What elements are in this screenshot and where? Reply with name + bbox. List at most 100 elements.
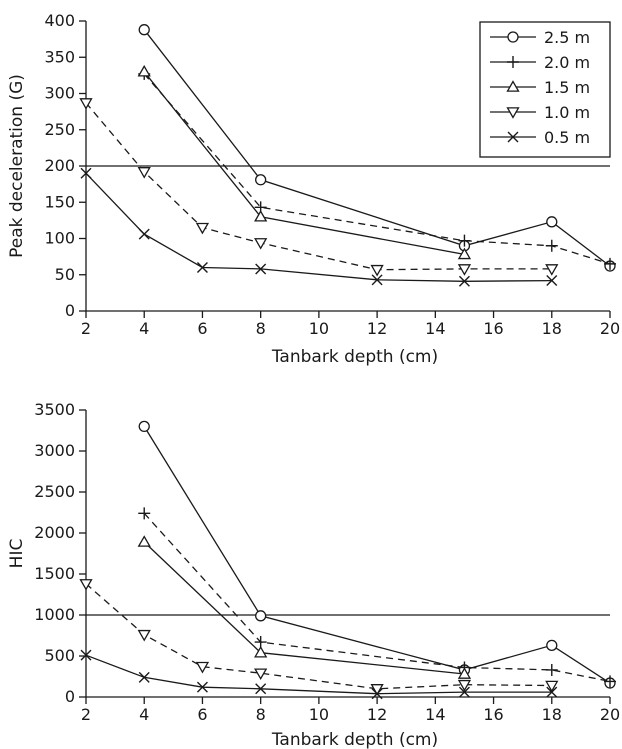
x-tick-label: 8: [256, 319, 266, 338]
data-point: [80, 649, 92, 661]
data-point: [254, 238, 268, 250]
data-point: [255, 174, 267, 186]
data-point: [196, 262, 208, 273]
legend-marker: [506, 80, 520, 92]
data-point: [138, 228, 150, 240]
data-point: [371, 274, 383, 286]
data-point: [255, 610, 267, 622]
x-tick-label: 14: [425, 705, 445, 724]
series-line: [143, 426, 611, 684]
x-tick-label: 16: [483, 319, 503, 338]
legend-label: 2.0 m: [544, 53, 590, 72]
data-point: [545, 680, 559, 693]
series-line: [143, 512, 611, 683]
x-tick-label: 8: [256, 705, 266, 724]
data-point: [255, 683, 267, 695]
data-point: [79, 98, 93, 110]
data-point: [137, 629, 151, 642]
x-tick-label: 16: [483, 705, 503, 724]
data-point: [138, 420, 150, 433]
legend-item: 1.0 m: [490, 103, 590, 122]
x-axis-label: Tanbark depth (cm): [271, 730, 438, 749]
y-tick-label: 200: [44, 156, 75, 175]
data-point: [458, 275, 470, 287]
data-point: [254, 209, 268, 222]
y-tick-label: 300: [44, 84, 75, 103]
x-tick-label: 14: [425, 319, 445, 338]
x-tick-label: 4: [139, 319, 149, 338]
y-tick-label: 3000: [34, 441, 75, 460]
y-tick-label: 100: [44, 229, 75, 248]
y-tick-label: 350: [44, 47, 75, 66]
series-line: [143, 71, 465, 256]
series-line: [143, 541, 465, 675]
legend-item: 2.0 m: [490, 53, 590, 72]
legend-marker: [507, 56, 519, 68]
chart-1: 0 50 100 150 200 250 300 350 400 2 4 6 8 10 12 14 16 18 20…: [7, 11, 620, 367]
data-point: [137, 535, 151, 547]
y-tick-label: 500: [44, 646, 75, 665]
data-point: [137, 167, 151, 179]
series-triangle-down: [79, 98, 559, 277]
series-circle: [138, 420, 616, 689]
data-point: [458, 234, 471, 247]
x-tick-label: 18: [542, 319, 562, 338]
data-point: [370, 684, 384, 696]
y-tick-label: 2000: [34, 523, 75, 542]
y-tick-label: 400: [44, 11, 75, 30]
legend-marker: [507, 31, 519, 43]
data-point: [137, 64, 151, 77]
y-axis-label: HIC: [7, 539, 27, 569]
series-line: [85, 654, 552, 695]
series-triangle-up: [137, 64, 472, 260]
y-tick-label: 1500: [34, 564, 75, 583]
x-tick-label: 18: [542, 705, 562, 724]
series-triangle-up: [137, 535, 472, 679]
y-tick-label: 250: [44, 120, 75, 139]
y-tick-label: 2500: [34, 482, 75, 501]
series-triangle-down: [79, 579, 559, 696]
data-point: [545, 264, 559, 276]
x-tick-label: 12: [367, 705, 387, 724]
legend-item: 2.5 m: [490, 28, 590, 47]
legend-label: 1.0 m: [544, 103, 590, 122]
data-point: [545, 239, 558, 252]
data-point: [195, 661, 210, 674]
y-tick-label: 0: [65, 687, 75, 706]
data-point: [457, 247, 472, 260]
data-point: [546, 639, 558, 651]
x-tick-label: 4: [139, 705, 149, 724]
y-tick-label: 0: [65, 301, 75, 320]
data-point: [138, 24, 150, 36]
legend-box: [479, 21, 611, 158]
legend-label: 1.5 m: [544, 78, 590, 97]
legend-item: 1.5 m: [490, 78, 590, 97]
data-point: [371, 688, 383, 700]
data-point: [370, 264, 384, 277]
data-point: [604, 675, 616, 688]
x-axis-label: Tanbark depth (cm): [271, 347, 438, 367]
series-circle: [138, 24, 616, 272]
series-line: [85, 583, 552, 690]
data-point: [545, 663, 558, 676]
y-tick-label: 1000: [34, 605, 75, 624]
x-tick-label: 10: [309, 705, 329, 724]
legend: 2.5 m 2.0 m 1.5 m 1.0 m 0.5 m: [479, 21, 611, 158]
data-point: [80, 167, 92, 179]
y-tick-label: 50: [55, 265, 75, 284]
x-tick-label: 20: [600, 705, 620, 724]
data-point: [254, 645, 268, 658]
y-tick-label: 3500: [34, 400, 75, 419]
x-tick-label: 10: [309, 319, 329, 338]
x-tick-label: 6: [197, 319, 207, 338]
legend-label: 2.5 m: [544, 28, 590, 47]
data-point: [255, 263, 267, 275]
series-x: [80, 649, 558, 700]
series-x: [80, 167, 558, 287]
data-point: [458, 686, 470, 698]
data-point: [457, 679, 472, 692]
data-point: [138, 507, 151, 520]
legend-label: 0.5 m: [544, 128, 590, 147]
x-tick-label: 20: [600, 319, 620, 338]
